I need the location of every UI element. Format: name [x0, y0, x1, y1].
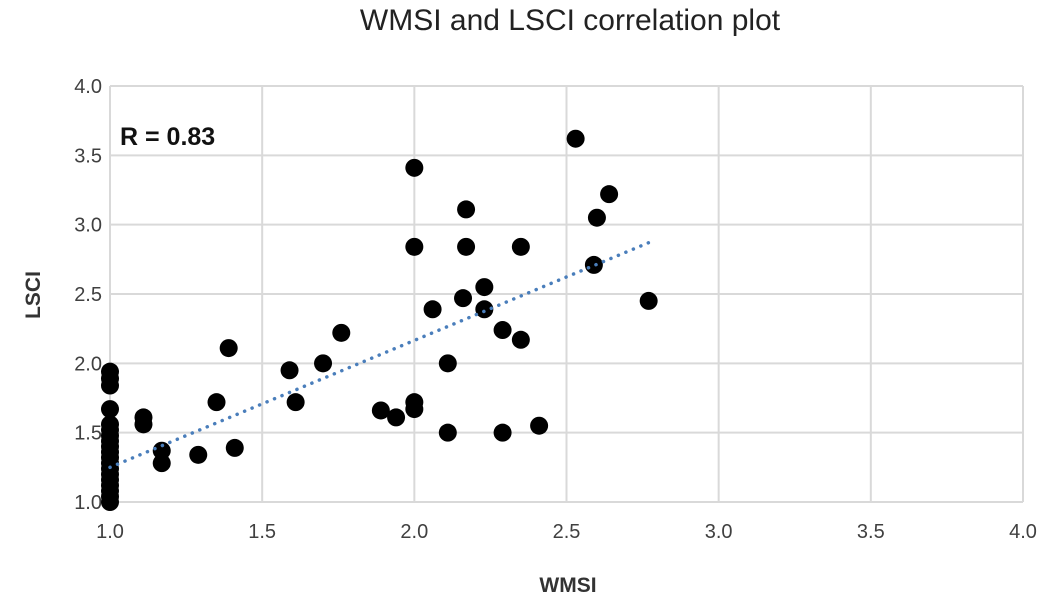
data-point: [189, 445, 208, 464]
trendline: [108, 240, 651, 470]
data-point: [475, 300, 494, 319]
data-point: [600, 185, 619, 204]
data-point: [530, 416, 549, 435]
data-point: [438, 423, 457, 442]
data-point: [286, 393, 305, 412]
y-tick-label: 3.0: [74, 215, 102, 237]
x-tick-label: 3.5: [857, 521, 885, 543]
data-point: [639, 291, 658, 310]
tick-labels: 1.0 1.5 2.0 2.5 3.0 3.5 4.0 1.0 1.5 2.0 2.5 3.0 3.5 4…: [74, 76, 1037, 543]
x-tick-label: 1.5: [248, 521, 276, 543]
data-point: [280, 361, 299, 380]
y-tick-label: 3.5: [74, 145, 102, 167]
data-point: [207, 393, 226, 412]
data-point: [101, 376, 119, 395]
correlation-annotation: R = 0.83: [120, 123, 215, 151]
data-point: [457, 237, 476, 256]
data-points: [101, 129, 658, 511]
data-point: [219, 339, 238, 358]
x-axis-label: WMSI: [539, 574, 596, 597]
data-point: [405, 158, 424, 177]
data-point: [101, 400, 119, 419]
data-point: [152, 441, 171, 460]
y-tick-label: 1.0: [74, 492, 102, 514]
data-point: [493, 321, 512, 340]
x-tick-label: 1.0: [96, 521, 124, 543]
data-point: [152, 454, 171, 473]
data-point: [438, 354, 457, 373]
data-point: [475, 278, 494, 297]
data-point: [511, 237, 530, 256]
data-point: [493, 423, 512, 442]
y-tick-label: 2.5: [74, 284, 102, 306]
y-tick-label: 2.0: [74, 353, 102, 375]
data-point: [101, 493, 119, 511]
y-axis-label: LSCI: [22, 271, 45, 319]
trendline-group: [108, 240, 651, 470]
data-point: [457, 200, 476, 219]
data-point: [387, 408, 406, 427]
x-tick-label: 3.0: [705, 521, 733, 543]
data-point: [423, 300, 442, 319]
data-point: [405, 400, 424, 419]
data-point: [566, 129, 585, 148]
data-point: [587, 208, 606, 227]
x-tick-label: 2.0: [400, 521, 428, 543]
data-point: [332, 323, 351, 342]
data-point: [454, 289, 473, 308]
data-point: [371, 401, 390, 420]
x-tick-label: 2.5: [553, 521, 581, 543]
data-point: [225, 438, 244, 457]
y-tick-label: 4.0: [74, 76, 102, 98]
y-tick-label: 1.5: [74, 423, 102, 445]
data-point: [511, 330, 530, 349]
data-point: [134, 415, 153, 434]
x-tick-label: 4.0: [1009, 521, 1037, 543]
gridlines: [109, 85, 1024, 503]
data-point: [405, 237, 424, 256]
data-point: [584, 255, 603, 274]
chart-title: WMSI and LSCI correlation plot: [360, 4, 781, 37]
data-point: [314, 354, 333, 373]
